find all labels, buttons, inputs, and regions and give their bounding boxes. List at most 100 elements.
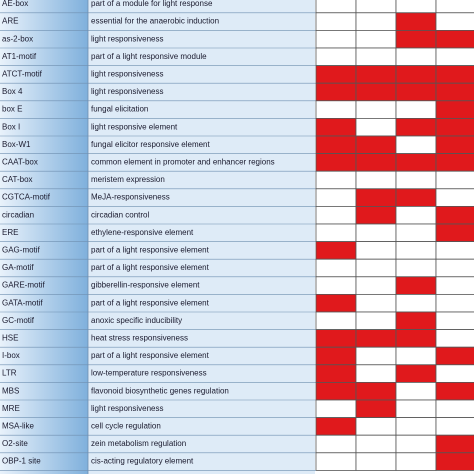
presence-cell bbox=[395, 311, 437, 331]
presence-cell bbox=[435, 170, 474, 190]
presence-cell bbox=[435, 293, 474, 313]
element-name: GAG-motif bbox=[2, 246, 41, 255]
element-function: fungal elicitation bbox=[91, 105, 148, 114]
presence-cell bbox=[355, 381, 397, 401]
presence-cell bbox=[315, 258, 357, 278]
element-function: anoxic specific inducibility bbox=[91, 316, 182, 325]
presence-cell bbox=[395, 452, 437, 471]
presence-cell bbox=[395, 258, 437, 278]
presence-cell bbox=[315, 170, 357, 190]
presence-cell bbox=[315, 381, 357, 401]
element-function: part of a light responsive element bbox=[91, 263, 210, 272]
presence-cell bbox=[355, 135, 397, 155]
element-function: low-temperature responsiveness bbox=[91, 369, 207, 378]
element-name: OBP-1 site bbox=[2, 457, 41, 466]
presence-cell bbox=[315, 329, 357, 348]
element-name: Box-W1 bbox=[2, 140, 31, 149]
presence-cell bbox=[355, 329, 397, 348]
element-name: box E bbox=[2, 105, 22, 114]
element-function: light responsive element bbox=[91, 122, 178, 131]
presence-cell bbox=[435, 311, 474, 331]
element-name: HSE bbox=[2, 334, 18, 343]
presence-cell bbox=[355, 100, 397, 119]
presence-cell bbox=[395, 364, 437, 383]
presence-cell bbox=[435, 0, 474, 14]
presence-cell bbox=[355, 293, 397, 313]
element-name: CGTCA-motif bbox=[2, 193, 51, 202]
presence-cell bbox=[435, 205, 474, 225]
element-name: LTR bbox=[2, 369, 17, 378]
element-name: as-2-box bbox=[2, 34, 33, 43]
presence-cell bbox=[435, 188, 474, 207]
element-name: MBS bbox=[2, 386, 19, 395]
element-function: heat stress responsiveness bbox=[91, 334, 188, 343]
presence-cell bbox=[315, 188, 357, 207]
presence-cell bbox=[355, 276, 397, 295]
presence-cell bbox=[395, 399, 437, 419]
element-column-bg bbox=[0, 0, 88, 474]
element-name: Box 4 bbox=[2, 87, 23, 96]
function-column-bg bbox=[88, 0, 315, 474]
element-name: MRE bbox=[2, 404, 20, 413]
presence-cell bbox=[435, 258, 474, 278]
presence-cell bbox=[355, 153, 397, 172]
presence-cell bbox=[395, 223, 437, 243]
presence-cell bbox=[395, 135, 437, 155]
element-name: AT1-motif bbox=[2, 52, 37, 61]
presence-cell bbox=[355, 0, 397, 14]
presence-cell bbox=[395, 170, 437, 190]
presence-cell bbox=[315, 364, 357, 383]
element-function: cis-acting regulatory element bbox=[91, 457, 194, 466]
element-function: light responsiveness bbox=[91, 34, 163, 43]
element-function: MeJA-responsiveness bbox=[91, 193, 170, 202]
element-function: part of a light responsive element bbox=[91, 298, 210, 307]
presence-cell bbox=[395, 0, 437, 14]
presence-cell bbox=[395, 12, 437, 31]
presence-cell bbox=[435, 276, 474, 295]
presence-cell bbox=[395, 65, 437, 84]
presence-cell bbox=[355, 346, 397, 366]
element-name: CAAT-box bbox=[2, 158, 38, 167]
presence-cell bbox=[435, 346, 474, 366]
presence-cell bbox=[395, 118, 437, 137]
presence-cell bbox=[435, 223, 474, 243]
element-function: common element in promoter and enhancer … bbox=[91, 158, 275, 167]
presence-cell bbox=[355, 417, 397, 436]
element-function: part of a module for light response bbox=[91, 0, 213, 8]
presence-cell bbox=[315, 65, 357, 84]
presence-cell bbox=[315, 241, 357, 260]
presence-cell bbox=[355, 12, 397, 31]
element-function: cell cycle regulation bbox=[91, 422, 161, 431]
element-function: light responsiveness bbox=[91, 404, 163, 413]
presence-cell bbox=[355, 258, 397, 278]
presence-cell bbox=[395, 29, 437, 49]
element-function: part of a light responsive element bbox=[91, 351, 210, 360]
presence-cell bbox=[315, 29, 357, 49]
presence-cell bbox=[395, 205, 437, 225]
element-function: ethylene-responsive element bbox=[91, 228, 194, 237]
presence-cell bbox=[435, 434, 474, 454]
presence-cell bbox=[395, 47, 437, 67]
presence-cell bbox=[355, 452, 397, 471]
presence-cell bbox=[435, 364, 474, 383]
presence-cell bbox=[435, 381, 474, 401]
presence-cell bbox=[435, 153, 474, 172]
presence-cell bbox=[315, 417, 357, 436]
presence-cell bbox=[395, 153, 437, 172]
presence-cell bbox=[355, 364, 397, 383]
element-name: GATA-motif bbox=[2, 298, 43, 307]
presence-cell bbox=[435, 82, 474, 102]
element-name: ARE bbox=[2, 17, 18, 26]
presence-cell bbox=[315, 276, 357, 295]
presence-cell bbox=[315, 452, 357, 471]
presence-cell bbox=[315, 311, 357, 331]
element-name: CAT-box bbox=[2, 175, 33, 184]
presence-cell bbox=[395, 241, 437, 260]
element-function: circadian control bbox=[91, 210, 149, 219]
presence-cell bbox=[395, 346, 437, 366]
element-name: GARE-motif bbox=[2, 281, 45, 290]
element-function: light responsiveness bbox=[91, 87, 163, 96]
presence-cell bbox=[435, 65, 474, 84]
element-name: ATCT-motif bbox=[2, 70, 43, 79]
element-name: GC-motif bbox=[2, 316, 35, 325]
